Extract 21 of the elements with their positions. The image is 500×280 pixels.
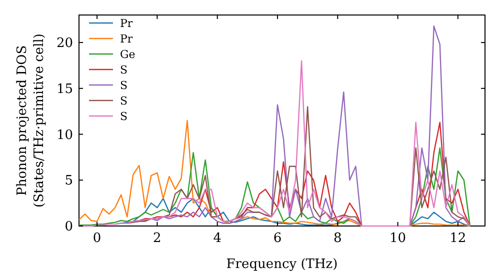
legend-label: S bbox=[120, 110, 128, 123]
y-tick-label: 10 bbox=[56, 128, 73, 143]
legend-label: S bbox=[120, 94, 128, 108]
x-tick-label: 4 bbox=[213, 231, 222, 246]
x-tick-label: 6 bbox=[273, 231, 282, 246]
y-tick-label: 5 bbox=[64, 174, 73, 189]
x-tick-label: 10 bbox=[390, 231, 406, 246]
legend-label: Pr bbox=[120, 32, 134, 46]
y-axis-title: Phonon projected DOS (States/THz·primitive cell) bbox=[15, 33, 47, 208]
legend-label: S bbox=[120, 78, 128, 92]
y-tick-label: 0 bbox=[64, 220, 73, 235]
legend-label: S bbox=[120, 63, 128, 76]
x-tick-label: 0 bbox=[92, 231, 102, 246]
x-tick-label: 2 bbox=[153, 231, 162, 246]
y-tick-label: 20 bbox=[56, 36, 73, 52]
x-tick-label: 12 bbox=[450, 231, 466, 246]
x-tick-label: 8 bbox=[333, 231, 342, 246]
x-axis-title: Frequency (THz) bbox=[226, 257, 338, 272]
y-tick-label: 15 bbox=[56, 82, 73, 97]
legend-label: Ge bbox=[120, 48, 136, 61]
legend-label: Pr bbox=[120, 16, 134, 30]
